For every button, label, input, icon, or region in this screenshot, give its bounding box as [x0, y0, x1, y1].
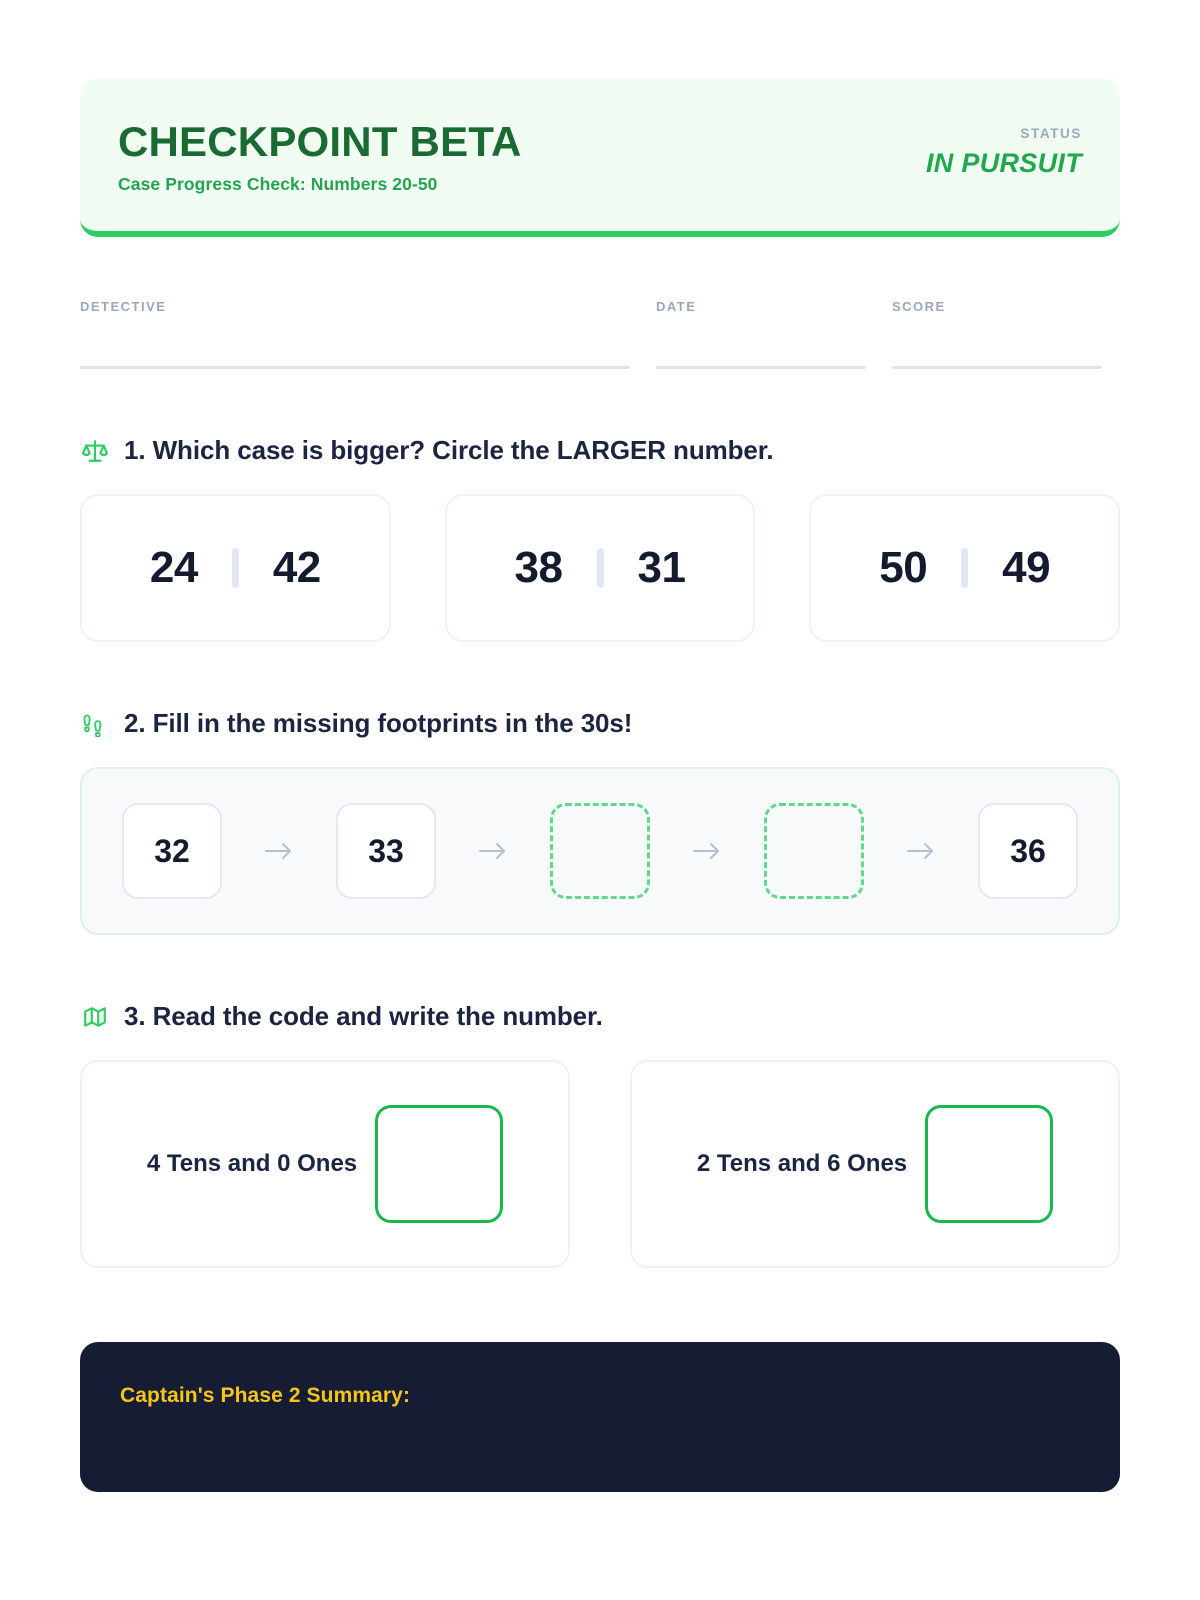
question-3-text: 3. Read the code and write the number.: [124, 1001, 603, 1032]
sequence-box-filled: 33: [336, 803, 436, 900]
field-label-date: DATE: [656, 299, 697, 315]
question-2: 2. Fill in the missing footprints in the…: [80, 708, 1120, 936]
place-value-text: 2 Tens and 6 Ones: [696, 1150, 908, 1178]
field-label-score: SCORE: [892, 299, 946, 315]
place-value-answer-box[interactable]: [925, 1105, 1054, 1224]
arrow-right-icon: [476, 839, 510, 863]
compare-card[interactable]: 24 42: [80, 494, 391, 643]
place-value-card: 2 Tens and 6 Ones: [630, 1060, 1120, 1269]
map-icon: [80, 1002, 110, 1032]
sequence-box-blank[interactable]: [764, 803, 864, 900]
header-left: CHECKPOINT BETA Case Progress Check: Num…: [118, 118, 522, 195]
captain-summary-title: Captain's Phase 2 Summary:: [120, 1384, 411, 1408]
field-detective[interactable]: DETECTIVE: [80, 299, 630, 370]
place-value-card: 4 Tens and 0 Ones: [80, 1060, 570, 1269]
sequence-box-filled: 36: [978, 803, 1078, 900]
field-line-score[interactable]: [892, 366, 1102, 370]
sequence-row: 32 33: [80, 767, 1120, 936]
question-3: 3. Read the code and write the number. 4…: [80, 1001, 1120, 1269]
compare-left-number[interactable]: 24: [149, 543, 198, 593]
status-label: STATUS: [1020, 126, 1082, 141]
question-1-header: 1. Which case is bigger? Circle the LARG…: [80, 435, 1120, 466]
question-1-text: 1. Which case is bigger? Circle the LARG…: [124, 435, 774, 466]
compare-divider: [231, 548, 239, 589]
scales-icon: [80, 436, 110, 466]
place-value-answer-box[interactable]: [375, 1105, 504, 1224]
compare-right-number[interactable]: 49: [1002, 543, 1051, 593]
arrow-right-icon: [690, 839, 724, 863]
question-3-header: 3. Read the code and write the number.: [80, 1001, 1120, 1032]
compare-right-number[interactable]: 31: [637, 543, 686, 593]
compare-divider: [961, 548, 969, 589]
sequence-box-filled: 32: [122, 803, 222, 900]
info-fields-row: DETECTIVE DATE SCORE: [80, 299, 1120, 370]
compare-card[interactable]: 50 49: [809, 494, 1121, 643]
worksheet-header: CHECKPOINT BETA Case Progress Check: Num…: [80, 78, 1120, 238]
arrow-right-icon: [904, 839, 938, 863]
page-title: CHECKPOINT BETA: [118, 118, 522, 165]
captain-summary-panel: Captain's Phase 2 Summary:: [80, 1342, 1120, 1493]
compare-card[interactable]: 38 31: [444, 494, 756, 643]
compare-divider: [596, 548, 604, 589]
arrow-right-icon: [262, 839, 296, 863]
compare-row: 24 42 38 31 50 49: [80, 494, 1121, 643]
field-line-detective[interactable]: [80, 366, 630, 370]
place-value-row: 4 Tens and 0 Ones 2 Tens and 6 Ones: [80, 1060, 1120, 1269]
field-date[interactable]: DATE: [656, 299, 866, 370]
sequence-box-blank[interactable]: [550, 803, 650, 900]
question-2-text: 2. Fill in the missing footprints in the…: [124, 708, 633, 739]
compare-right-number[interactable]: 42: [272, 543, 321, 593]
field-score[interactable]: SCORE: [892, 299, 1102, 370]
page-subtitle: Case Progress Check: Numbers 20-50: [118, 174, 438, 195]
question-1: 1. Which case is bigger? Circle the LARG…: [80, 435, 1121, 643]
status-badge: IN PURSUIT: [925, 148, 1082, 178]
status-block: STATUS IN PURSUIT: [926, 120, 1082, 179]
field-label-detective: DETECTIVE: [80, 299, 167, 315]
field-line-date[interactable]: [656, 366, 866, 370]
question-2-header: 2. Fill in the missing footprints in the…: [80, 708, 1120, 739]
place-value-text: 4 Tens and 0 Ones: [146, 1150, 358, 1178]
footprints-icon: [80, 709, 110, 739]
compare-left-number[interactable]: 38: [514, 543, 563, 593]
compare-left-number[interactable]: 50: [879, 543, 928, 593]
